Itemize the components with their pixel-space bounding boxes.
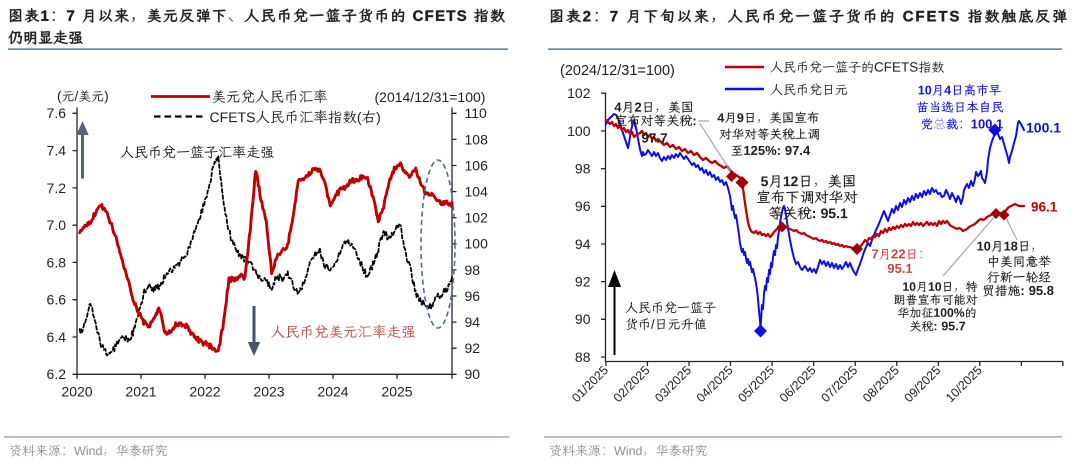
svg-text:6.2: 6.2 xyxy=(47,366,67,382)
svg-text:102: 102 xyxy=(567,85,591,101)
svg-text:104: 104 xyxy=(465,184,489,200)
svg-text:2024: 2024 xyxy=(317,383,348,399)
svg-text:98: 98 xyxy=(465,262,481,278)
svg-text:6.8: 6.8 xyxy=(47,254,67,270)
svg-text:110: 110 xyxy=(465,105,488,121)
svg-text:2021: 2021 xyxy=(125,383,156,399)
svg-text:96: 96 xyxy=(465,288,481,304)
svg-text:90: 90 xyxy=(465,366,481,382)
svg-text:(2014/12/31=100): (2014/12/31=100) xyxy=(375,89,486,105)
svg-text:2022: 2022 xyxy=(189,383,220,399)
svg-text:102: 102 xyxy=(465,210,489,226)
svg-text:94: 94 xyxy=(465,314,481,330)
svg-text:106: 106 xyxy=(465,157,489,173)
svg-text:94: 94 xyxy=(575,236,591,252)
svg-text:7.6: 7.6 xyxy=(47,105,67,121)
svg-text:6.4: 6.4 xyxy=(47,329,67,345)
svg-text:100: 100 xyxy=(567,123,591,139)
svg-text:96.1: 96.1 xyxy=(1031,199,1058,214)
svg-text:7.4: 7.4 xyxy=(47,143,67,159)
svg-text:98: 98 xyxy=(575,161,591,177)
svg-text:100.1: 100.1 xyxy=(1026,119,1061,135)
svg-text:6.6: 6.6 xyxy=(47,292,67,308)
svg-text:92: 92 xyxy=(465,340,481,356)
svg-text:92: 92 xyxy=(575,274,591,290)
svg-text:90: 90 xyxy=(575,311,591,327)
svg-text:7.2: 7.2 xyxy=(47,180,67,196)
svg-text:2020: 2020 xyxy=(61,383,92,399)
svg-text:100: 100 xyxy=(465,236,489,252)
svg-text:7.0: 7.0 xyxy=(47,217,67,233)
svg-text:2023: 2023 xyxy=(253,383,284,399)
svg-text:96: 96 xyxy=(575,198,591,214)
svg-text:(2024/12/31=100): (2024/12/31=100) xyxy=(560,63,675,79)
svg-text:2025: 2025 xyxy=(381,383,412,399)
svg-text:108: 108 xyxy=(465,131,489,147)
svg-text:88: 88 xyxy=(575,349,591,365)
